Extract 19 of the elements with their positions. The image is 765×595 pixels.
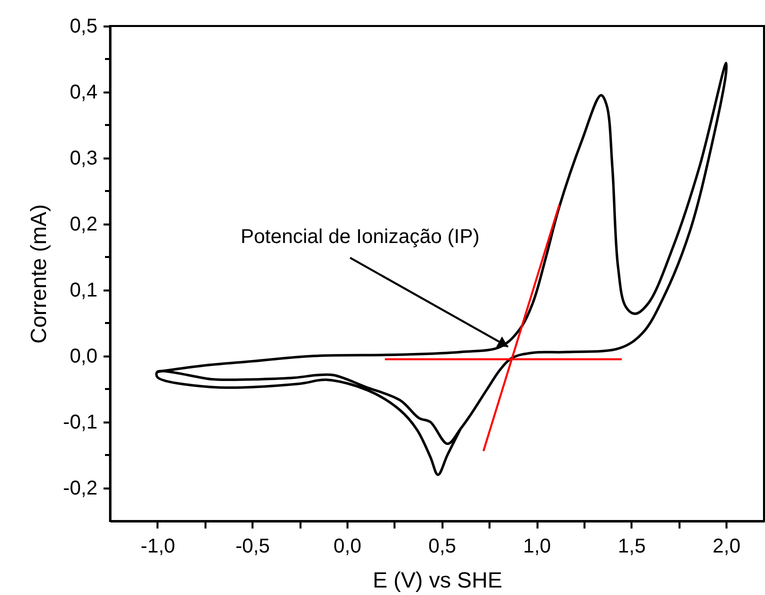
y-axis-title: Corrente (mA) <box>26 204 52 344</box>
x-tick-label: 0,0 <box>334 536 362 558</box>
x-tick-label: 1,5 <box>618 536 646 558</box>
x-axis-title: E (V) vs SHE <box>372 568 502 592</box>
x-tick-label: 1,0 <box>523 536 551 558</box>
y-tick-label: 0,3 <box>70 148 98 170</box>
y-tick-label: 0,0 <box>70 346 98 368</box>
y-tick-label: -0,2 <box>63 478 98 500</box>
x-tick-label: -0,5 <box>235 536 270 558</box>
x-tick-label: -1,0 <box>140 536 176 558</box>
y-tick-label: 0,1 <box>70 280 98 302</box>
y-tick-label: 0,2 <box>70 214 98 236</box>
annotation: Potencial de Ionização (IP) <box>240 226 480 248</box>
y-tick-label: -0,1 <box>63 412 98 434</box>
y-tick-label: 0,5 <box>70 16 98 38</box>
x-tick-label: 0,5 <box>428 536 456 558</box>
line-series <box>156 62 728 476</box>
y-tick-label: 0,4 <box>70 82 98 104</box>
x-tick-label: 2,0 <box>712 536 740 558</box>
